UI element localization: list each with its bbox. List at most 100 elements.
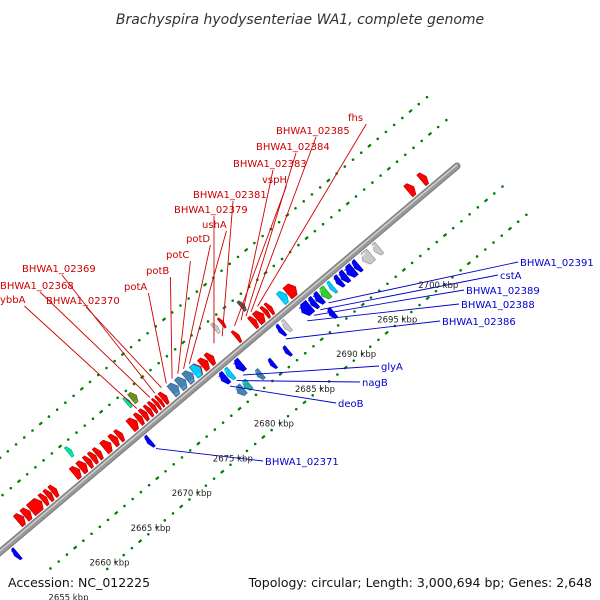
forward-gene-label: ybbA (0, 295, 26, 306)
tick-dot (138, 338, 141, 342)
reverse-label-leader (313, 289, 465, 316)
tick-dot (253, 241, 256, 245)
tick-major (72, 545, 78, 550)
tick-dot (321, 222, 325, 226)
scale-label: 2670 kbp (172, 489, 212, 499)
tick-major (367, 143, 372, 148)
reverse-gene-label: nagB (362, 378, 388, 389)
reverse-gene-label: cstA (500, 271, 522, 282)
tick-dot (180, 456, 184, 459)
tick-dot (353, 310, 356, 313)
forward-gene-label: fhs (348, 113, 363, 124)
tick-dot (442, 282, 446, 286)
tick-major (57, 444, 63, 449)
forward-gene-arrow (230, 330, 243, 344)
tick-dot (170, 311, 174, 314)
forward-gene-arrow-highlight (83, 469, 88, 473)
tick-dot (206, 320, 210, 323)
tick-dot (90, 532, 93, 536)
tick-dot (302, 200, 306, 203)
tick-dot (239, 292, 243, 295)
tick-dot (228, 262, 232, 266)
forward-gene-arrow-highlight (115, 442, 119, 446)
tick-dot (286, 414, 290, 418)
tick-dot (312, 344, 315, 348)
reverse-gene-arrow (144, 434, 156, 448)
tick-dot (362, 188, 366, 191)
forward-gene-arrow (166, 382, 181, 398)
reverse-gene-label: BHWA1_02371 (265, 457, 339, 468)
forward-gene-arrow-highlight (76, 474, 81, 479)
forward-gene-arrow-highlight (267, 314, 270, 318)
tick-dot (419, 254, 422, 258)
forward-gene-arrow (146, 401, 159, 415)
tick-major (220, 469, 225, 474)
tick-dot (147, 532, 150, 536)
tick-dot (83, 424, 87, 427)
tick-dot (410, 261, 414, 265)
tick-major (137, 539, 143, 544)
tick-dot (204, 484, 208, 487)
tick-major (319, 337, 324, 342)
reverse-gene-label: BHWA1_02388 (461, 300, 535, 311)
tick-dot (149, 368, 152, 372)
forward-label-leader (188, 230, 227, 365)
forward-label-leader (169, 276, 173, 379)
tick-dot (6, 450, 10, 453)
forward-label-leader (245, 152, 297, 317)
tick-major (179, 504, 184, 509)
forward-gene-arrow-highlight (162, 404, 165, 406)
tick-dot (188, 449, 192, 452)
forward-label-leader (61, 274, 156, 394)
reverse-inner-gene-arrow-highlight (282, 347, 285, 350)
tick-major (16, 479, 22, 484)
tick-dot (1, 493, 4, 497)
forward-gene-label: potD (186, 234, 210, 245)
forward-label-leader (85, 306, 162, 388)
forward-gene-arrow-highlight (174, 391, 179, 396)
tick-dot (287, 365, 291, 369)
tick-dot (113, 359, 116, 363)
reverse-label-leader (236, 380, 361, 383)
tick-dot (476, 206, 480, 209)
tick-dot (336, 324, 340, 327)
tick-dot (195, 290, 199, 293)
tick-major (196, 441, 201, 446)
forward-gene-arrow-highlight (260, 319, 265, 324)
reverse-gene-arrow (218, 370, 232, 385)
forward-gene-arrow (99, 439, 113, 455)
forward-gene-arrow-highlight (121, 438, 124, 441)
reverse-gene-arrow-highlight (307, 298, 311, 302)
reverse-gene-label: BHWA1_02389 (466, 286, 540, 297)
reverse-gene-arrow-highlight (218, 374, 222, 378)
tick-major (326, 178, 331, 183)
tick-dot (196, 491, 199, 494)
tick-dot (377, 338, 380, 342)
tick-major (360, 302, 365, 307)
tick-dot (129, 345, 133, 349)
tick-dot (31, 429, 34, 432)
reverse-inner-gene-arrow (327, 306, 339, 319)
forward-inner-gene-arrow (216, 317, 227, 329)
forward-gene-arrow-highlight (27, 516, 32, 520)
tick-dot (483, 248, 487, 251)
tick-dot (386, 282, 389, 286)
scale-label: 2680 kbp (254, 420, 294, 430)
tick-dot (401, 116, 404, 120)
tick-dot (460, 219, 463, 223)
tick-dot (131, 497, 134, 501)
tick-dot (500, 234, 504, 237)
tick-dot (468, 212, 471, 216)
tick-major (202, 282, 208, 287)
forward-gene-label: potB (146, 266, 169, 277)
forward-gene-label: BHWA1_02370 (46, 296, 120, 307)
tick-dot (261, 234, 264, 238)
reverse-gene-label: deoB (338, 399, 364, 410)
reverse-gene-arrow-highlight (338, 272, 342, 276)
forward-gene-label: BHWA1_02368 (0, 281, 74, 292)
scale-label: 2695 kbp (377, 316, 417, 326)
tick-major (466, 261, 472, 266)
tick-dot (171, 512, 175, 515)
tick-dot (270, 428, 273, 432)
